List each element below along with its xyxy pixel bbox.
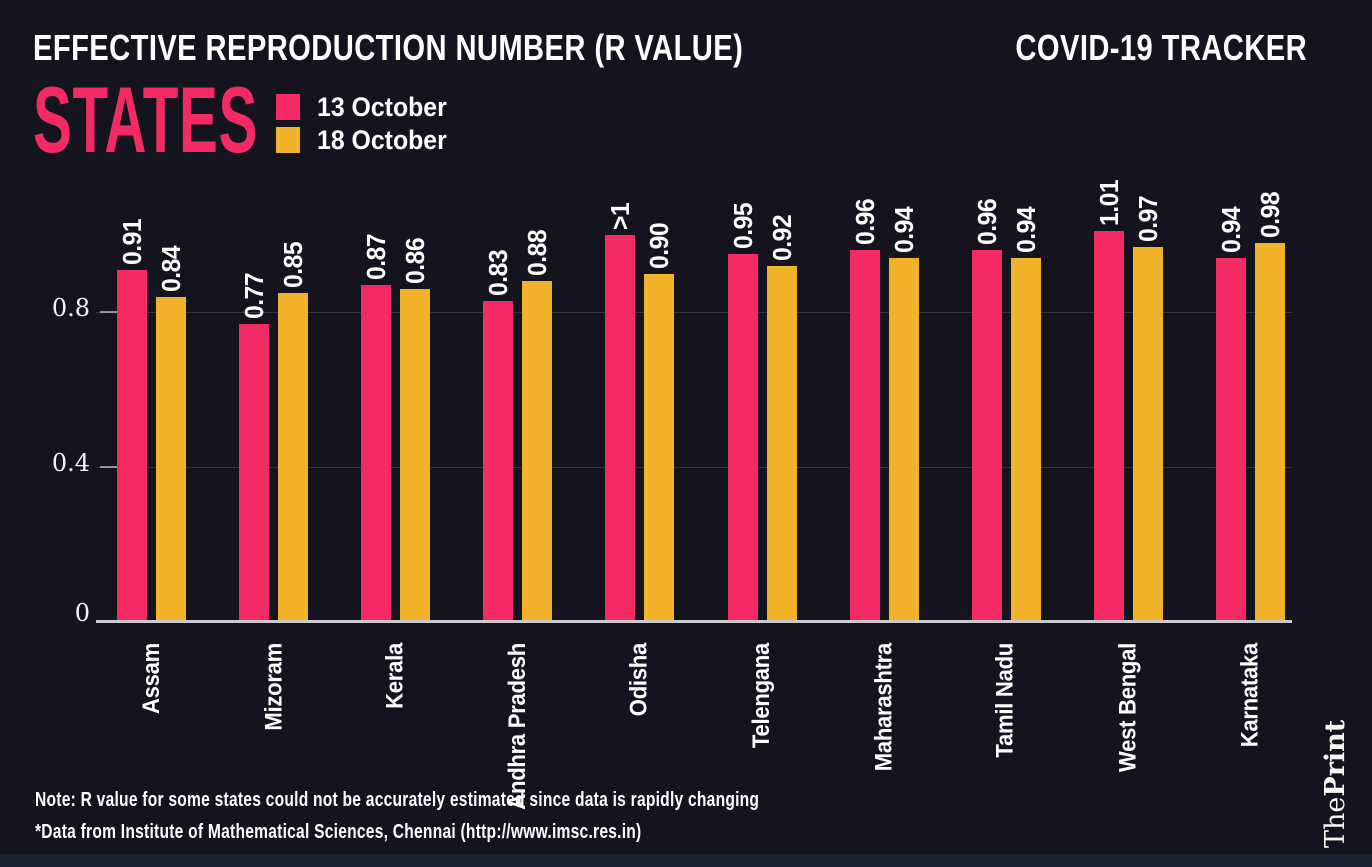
bar-13-october-kerala [361,285,392,622]
bar-value-label-13-october-assam: 0.91 [117,218,147,265]
bar-13-october-maharashtra [849,250,880,622]
bar-13-october-tamil-nadu [971,250,1002,622]
bar-18-october-assam [156,296,186,622]
legend-swatch-18-october [276,127,300,153]
bar-13-october-mizoram [239,324,270,622]
note-estimation: Note: R value for some states could not … [35,789,760,811]
x-category-label-telengana: Telengana [748,643,776,749]
bar-value-label-13-october-mizoram: 0.77 [239,272,270,319]
bar-18-october-andhra-pradesh [522,281,553,622]
bar-18-october-telengana [766,265,797,622]
bar-value-label-18-october-andhra-pradesh: 0.88 [522,230,553,277]
bar-18-october-west-bengal [1132,246,1163,622]
bar-value-label-18-october-mizoram: 0.85 [278,241,309,289]
x-category-label-andhra-pradesh: Andhra Pradesh [503,643,531,810]
y-axis-tick-0-8 [100,311,117,314]
bar-value-label-13-october-west-bengal: 1.01 [1093,179,1124,227]
bar-13-october-assam [117,269,147,622]
gridline-0-8 [96,311,1292,313]
bar-18-october-mizoram [278,293,309,622]
note-data-source: *Data from Institute of Mathematical Sci… [35,821,642,843]
bar-value-label-13-october-maharashtra: 0.96 [849,199,880,246]
y-axis-tick-0-4 [100,466,117,469]
bar-13-october-karnataka [1215,258,1246,622]
x-category-label-tamil-nadu: Tamil Nadu [991,643,1019,758]
bar-value-label-13-october-odisha: >1 [605,202,636,230]
x-axis-line [96,620,1292,623]
page-title: EFFECTIVE REPRODUCTION NUMBER (R VALUE) [33,27,744,68]
bar-13-october-andhra-pradesh [483,300,514,622]
logo-the: The [1320,796,1351,848]
bar-13-october-telengana [727,254,758,622]
bar-18-october-karnataka [1254,242,1285,622]
bar-18-october-tamil-nadu [1010,258,1041,622]
bar-value-label-18-october-assam: 0.84 [156,245,186,292]
logo-print: Print [1320,719,1351,797]
bar-value-label-18-october-maharashtra: 0.94 [888,207,919,254]
bar-value-label-13-october-telengana: 0.95 [727,203,758,250]
x-category-label-odisha: Odisha [625,643,653,717]
bar-18-october-kerala [400,289,431,622]
legend: 13 October 18 October [276,91,458,160]
y-tick-label-0-4: 0.4 [51,449,90,478]
x-category-label-kerala: Kerala [381,643,409,709]
bar-13-october-west-bengal [1093,231,1124,622]
bar-value-label-18-october-kerala: 0.86 [400,237,431,285]
x-category-label-west-bengal: West Bengal [1114,643,1142,773]
bar-value-label-18-october-karnataka: 0.98 [1254,191,1285,238]
y-tick-label-0-8: 0.8 [51,294,90,323]
legend-swatch-13-october [276,94,300,120]
bar-value-label-18-october-tamil-nadu: 0.94 [1010,207,1041,254]
y-tick-label-0: 0 [74,599,90,627]
x-category-label-assam: Assam [137,643,165,715]
legend-label-18-october: 18 October [317,124,447,155]
gridline-0-4 [96,466,1292,468]
bar-value-label-18-october-odisha: 0.90 [644,222,675,269]
tracker-label: COVID-19 TRACKER [1015,27,1307,68]
x-category-label-maharashtra: Maharashtra [870,643,898,772]
theprint-logo: ThePrint [1320,719,1351,848]
bar-18-october-maharashtra [888,258,919,622]
legend-item-13-october: 13 October [276,91,458,122]
bar-value-label-18-october-telengana: 0.92 [766,214,797,261]
legend-item-18-october: 18 October [276,124,458,155]
bar-value-label-13-october-tamil-nadu: 0.96 [971,199,1002,246]
footer-bar [0,854,1372,867]
bar-value-label-13-october-andhra-pradesh: 0.83 [483,249,514,296]
bar-13-october-odisha [605,235,636,622]
bar-value-label-13-october-kerala: 0.87 [361,234,392,281]
bar-value-label-13-october-karnataka: 0.94 [1215,207,1246,254]
bar-18-october-odisha [644,273,675,622]
legend-label-13-october: 13 October [317,91,447,122]
x-category-label-karnataka: Karnataka [1236,643,1264,748]
x-category-label-mizoram: Mizoram [259,643,287,731]
bar-value-label-18-october-west-bengal: 0.97 [1132,195,1163,242]
section-title: STATES [33,67,258,172]
